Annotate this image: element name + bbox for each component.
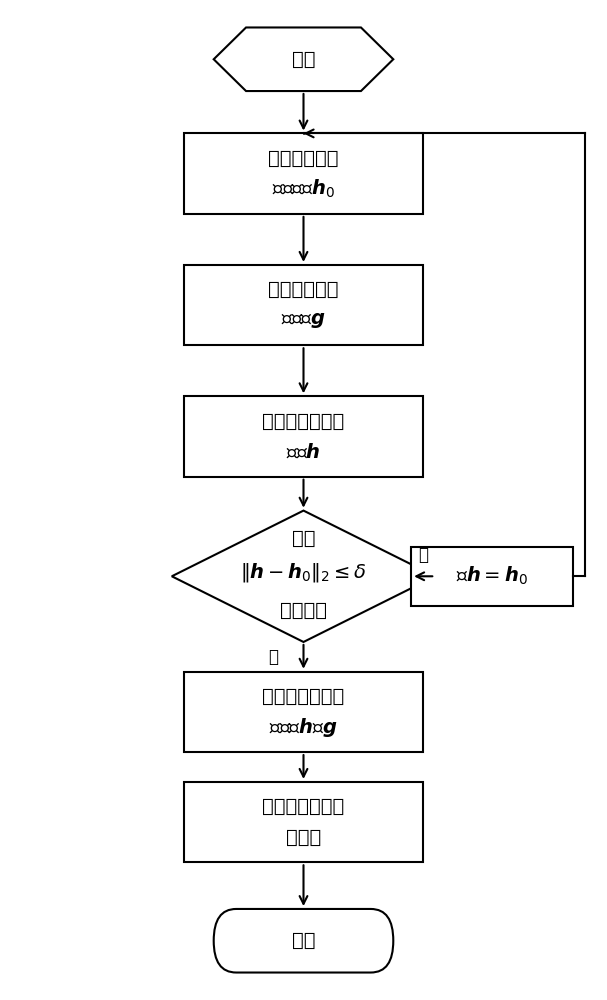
Text: 滤波器$\boldsymbol{g}$: 滤波器$\boldsymbol{g}$ [281, 311, 326, 330]
FancyBboxPatch shape [184, 133, 423, 214]
Text: 型滤波器$\boldsymbol{h}_0$: 型滤波器$\boldsymbol{h}_0$ [272, 178, 335, 200]
FancyBboxPatch shape [184, 782, 423, 862]
Text: 开始: 开始 [292, 50, 315, 69]
Text: 初始化分析原: 初始化分析原 [268, 149, 339, 168]
Text: 否: 否 [418, 546, 428, 564]
Text: 令$\boldsymbol{h}=\boldsymbol{h}_0$: 令$\boldsymbol{h}=\boldsymbol{h}_0$ [456, 565, 528, 587]
Text: $\|\boldsymbol{h}-\boldsymbol{h}_0\|_2\leq\delta$: $\|\boldsymbol{h}-\boldsymbol{h}_0\|_2\l… [240, 561, 367, 584]
Text: 波器组: 波器组 [286, 828, 321, 847]
Text: 计算分析原型滤: 计算分析原型滤 [262, 412, 345, 431]
Polygon shape [214, 27, 393, 91]
Text: 是: 是 [268, 648, 279, 666]
Text: 判断: 判断 [292, 529, 315, 548]
FancyBboxPatch shape [412, 547, 573, 606]
Text: 波器$\boldsymbol{h}$: 波器$\boldsymbol{h}$ [286, 442, 321, 461]
Text: 得到最优的原型: 得到最优的原型 [262, 687, 345, 706]
Text: 是否成立: 是否成立 [280, 601, 327, 620]
FancyBboxPatch shape [184, 672, 423, 752]
Polygon shape [172, 511, 435, 642]
Text: 调制得到整个滤: 调制得到整个滤 [262, 797, 345, 816]
FancyBboxPatch shape [184, 265, 423, 345]
FancyBboxPatch shape [184, 396, 423, 477]
Text: 滤波器$\boldsymbol{h}$和$\boldsymbol{g}$: 滤波器$\boldsymbol{h}$和$\boldsymbol{g}$ [269, 716, 338, 739]
Text: 计算综合原型: 计算综合原型 [268, 280, 339, 299]
Text: 结束: 结束 [292, 931, 315, 950]
FancyBboxPatch shape [214, 909, 393, 973]
